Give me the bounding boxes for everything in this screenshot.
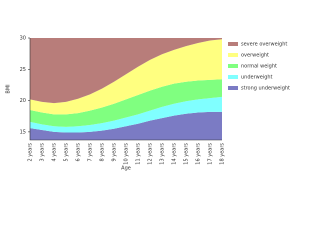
- y-axis-label: BMI: [6, 84, 12, 93]
- x-tick-label: 16 years: [196, 143, 202, 165]
- area: [30, 96, 222, 133]
- plot-area: [30, 38, 222, 140]
- x-axis-label: Age: [121, 166, 131, 172]
- legend-label: underweight: [241, 75, 273, 81]
- x-tick-label: 8 years: [100, 143, 106, 162]
- legend-label: strong underweight: [241, 86, 290, 92]
- y-tick-label: 25: [20, 67, 26, 73]
- legend-label: normal weight: [241, 64, 277, 70]
- legend-swatch: [228, 42, 238, 46]
- x-tick-label: 11 years: [136, 143, 142, 165]
- axes: [29, 38, 222, 141]
- legend-label: overweight: [241, 53, 269, 59]
- legend-swatch: [228, 75, 238, 79]
- x-tick-label: 18 years: [220, 143, 226, 165]
- x-tick-label: 10 years: [124, 143, 130, 165]
- legend-swatch: [228, 86, 238, 90]
- area: [30, 38, 222, 104]
- y-tick-label: 15: [20, 129, 26, 135]
- x-tick-label: 17 years: [208, 143, 214, 165]
- area: [30, 39, 222, 115]
- x-tick-label: 4 years: [52, 143, 58, 162]
- legend-swatch: [228, 53, 238, 57]
- area: [30, 111, 222, 140]
- chart: BMI Age 15 20 25 30 2 years 3 years 4 years 5 y…: [6, 36, 291, 172]
- y-tick-label: 20: [20, 98, 26, 104]
- legend-swatch: [228, 64, 238, 68]
- x-tick-label: 9 years: [112, 143, 118, 162]
- x-tick-label: 6 years: [76, 143, 82, 162]
- area: [30, 79, 222, 127]
- x-tick-label: 13 years: [160, 143, 166, 165]
- y-tick-label: 30: [20, 36, 26, 42]
- x-tick-label: 15 years: [184, 143, 190, 165]
- x-tick-label: 7 years: [88, 143, 94, 162]
- legend-label: severe overweight: [241, 42, 287, 48]
- x-tick-label: 12 years: [148, 143, 154, 165]
- x-tick-label: 14 years: [172, 143, 178, 165]
- x-tick-label: 5 years: [64, 143, 70, 162]
- x-tick-label: 3 years: [40, 143, 46, 162]
- x-tick-label: 2 years: [28, 143, 34, 162]
